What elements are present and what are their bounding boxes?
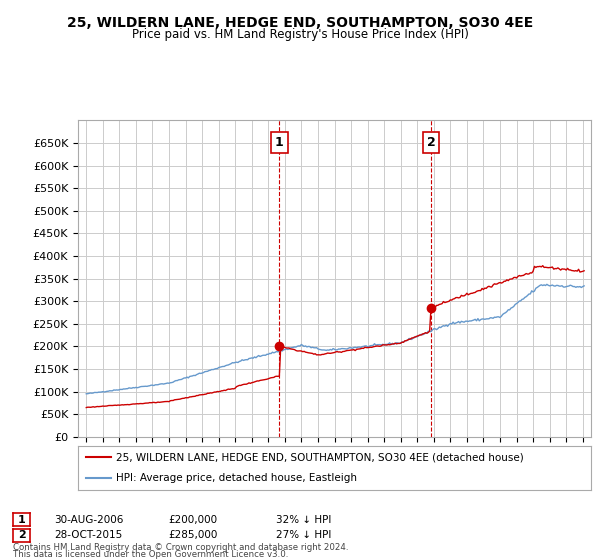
Text: 2: 2: [18, 530, 25, 540]
Text: 25, WILDERN LANE, HEDGE END, SOUTHAMPTON, SO30 4EE: 25, WILDERN LANE, HEDGE END, SOUTHAMPTON…: [67, 16, 533, 30]
Text: 1: 1: [275, 136, 284, 149]
Text: 32% ↓ HPI: 32% ↓ HPI: [276, 515, 331, 525]
Text: 2: 2: [427, 136, 436, 149]
Text: Contains HM Land Registry data © Crown copyright and database right 2024.: Contains HM Land Registry data © Crown c…: [13, 543, 349, 552]
Text: £200,000: £200,000: [168, 515, 217, 525]
Text: This data is licensed under the Open Government Licence v3.0.: This data is licensed under the Open Gov…: [13, 550, 289, 559]
Text: £285,000: £285,000: [168, 530, 217, 540]
Text: HPI: Average price, detached house, Eastleigh: HPI: Average price, detached house, East…: [116, 473, 358, 483]
Text: 25, WILDERN LANE, HEDGE END, SOUTHAMPTON, SO30 4EE (detached house): 25, WILDERN LANE, HEDGE END, SOUTHAMPTON…: [116, 452, 524, 462]
Text: 30-AUG-2006: 30-AUG-2006: [54, 515, 124, 525]
Text: 28-OCT-2015: 28-OCT-2015: [54, 530, 122, 540]
Text: 1: 1: [18, 515, 25, 525]
Text: Price paid vs. HM Land Registry's House Price Index (HPI): Price paid vs. HM Land Registry's House …: [131, 28, 469, 41]
Text: 27% ↓ HPI: 27% ↓ HPI: [276, 530, 331, 540]
